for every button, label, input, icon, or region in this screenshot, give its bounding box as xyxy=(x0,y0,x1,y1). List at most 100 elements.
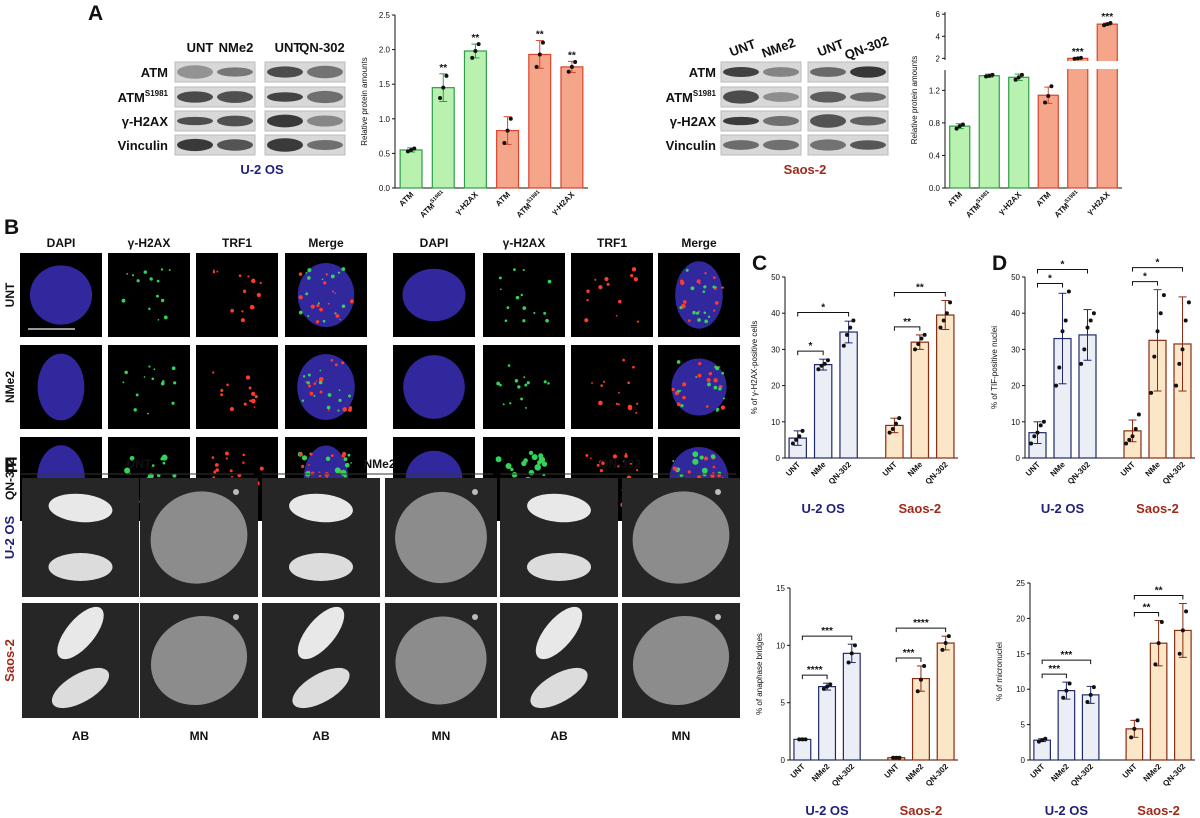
data-point xyxy=(1082,347,1087,352)
x-tick-label: NMe xyxy=(809,460,828,479)
blot-band xyxy=(723,67,759,77)
foci xyxy=(309,391,314,396)
data-point xyxy=(1136,412,1141,417)
y-tick-label: 2.5 xyxy=(379,11,391,20)
data-point xyxy=(794,437,799,442)
foci xyxy=(704,456,708,461)
foci xyxy=(523,376,526,379)
data-point xyxy=(1159,619,1164,624)
image-column-label: AB xyxy=(72,729,90,743)
foci xyxy=(338,389,341,392)
foci xyxy=(671,387,675,392)
image-row-label: QN-302 xyxy=(3,458,17,500)
foci xyxy=(171,366,176,371)
data-point xyxy=(797,434,802,439)
foci xyxy=(327,409,330,411)
image-column-label: TRF1 xyxy=(222,236,252,250)
foci xyxy=(259,466,264,471)
blot-band xyxy=(850,92,886,102)
foci xyxy=(344,462,350,468)
nucleus xyxy=(297,354,355,420)
foci xyxy=(337,409,340,412)
foci xyxy=(594,278,597,281)
x-tick-label: QN-302 xyxy=(1161,460,1188,487)
foci xyxy=(343,457,348,462)
significance-label: * xyxy=(821,302,825,313)
blot-column-label: UNT xyxy=(275,40,302,55)
foci xyxy=(682,300,687,304)
micrograph xyxy=(108,345,190,429)
bar xyxy=(560,66,584,189)
image-column-label: MN xyxy=(672,729,691,743)
foci xyxy=(212,371,215,374)
data-point xyxy=(825,684,830,689)
data-point xyxy=(1132,726,1137,731)
y-tick-label: 15 xyxy=(1016,650,1025,659)
blot-strip xyxy=(174,61,256,83)
foci xyxy=(504,319,508,322)
nucleus xyxy=(150,615,248,706)
category-name: ATM xyxy=(1034,190,1052,208)
data-point xyxy=(1127,437,1132,442)
data-point xyxy=(1057,365,1062,370)
foci xyxy=(679,306,683,310)
group-label: UNT xyxy=(127,457,152,471)
foci xyxy=(121,298,126,303)
blot-band xyxy=(763,92,799,102)
foci xyxy=(321,278,324,281)
bar xyxy=(1067,57,1089,189)
foci xyxy=(307,373,311,377)
foci xyxy=(248,386,252,390)
nucleus xyxy=(297,262,355,328)
blot-band xyxy=(810,91,846,103)
blot-band xyxy=(217,115,253,127)
blot-band xyxy=(850,66,886,78)
category-name: NMe xyxy=(809,460,828,479)
foci xyxy=(528,450,534,456)
data-point xyxy=(957,124,962,129)
data-point xyxy=(1105,22,1110,27)
foci xyxy=(153,368,156,371)
data-point xyxy=(828,682,833,687)
foci xyxy=(298,310,303,315)
significance-bracket xyxy=(797,311,850,317)
foci xyxy=(325,456,331,462)
data-point xyxy=(845,332,850,337)
y-tick-label: 1.5 xyxy=(379,80,391,89)
significance-bracket xyxy=(895,627,947,633)
foci xyxy=(687,470,691,474)
data-point xyxy=(852,643,857,648)
foci xyxy=(717,473,721,478)
category-name: NMe2 xyxy=(1049,762,1071,784)
foci xyxy=(704,319,708,324)
foci xyxy=(499,383,502,387)
category-name: UNT xyxy=(881,460,899,478)
foci xyxy=(511,471,518,478)
x-tick-label: ATMS1981 xyxy=(514,189,544,219)
category-name: UNT xyxy=(789,762,807,780)
category-name: γ-H2AX xyxy=(453,190,480,217)
foci xyxy=(534,464,541,471)
nucleus xyxy=(402,268,466,322)
foci xyxy=(220,393,224,397)
blot-band xyxy=(177,91,213,103)
category-name: γ-H2AX xyxy=(997,190,1024,217)
foci xyxy=(242,453,245,457)
data-point xyxy=(1088,692,1093,697)
foci xyxy=(330,359,334,362)
foci xyxy=(712,285,716,289)
blot-band xyxy=(723,90,759,104)
micrograph xyxy=(483,345,565,429)
blot-band xyxy=(307,115,343,127)
foci xyxy=(635,411,638,414)
micrograph xyxy=(571,345,653,429)
significance-bracket xyxy=(1132,281,1158,286)
foci xyxy=(308,463,310,466)
foci xyxy=(243,402,247,406)
blot-band xyxy=(217,91,253,103)
foci xyxy=(316,304,320,308)
data-point xyxy=(476,42,481,47)
foci xyxy=(517,385,521,389)
data-point xyxy=(1079,361,1084,366)
foci xyxy=(676,360,681,364)
